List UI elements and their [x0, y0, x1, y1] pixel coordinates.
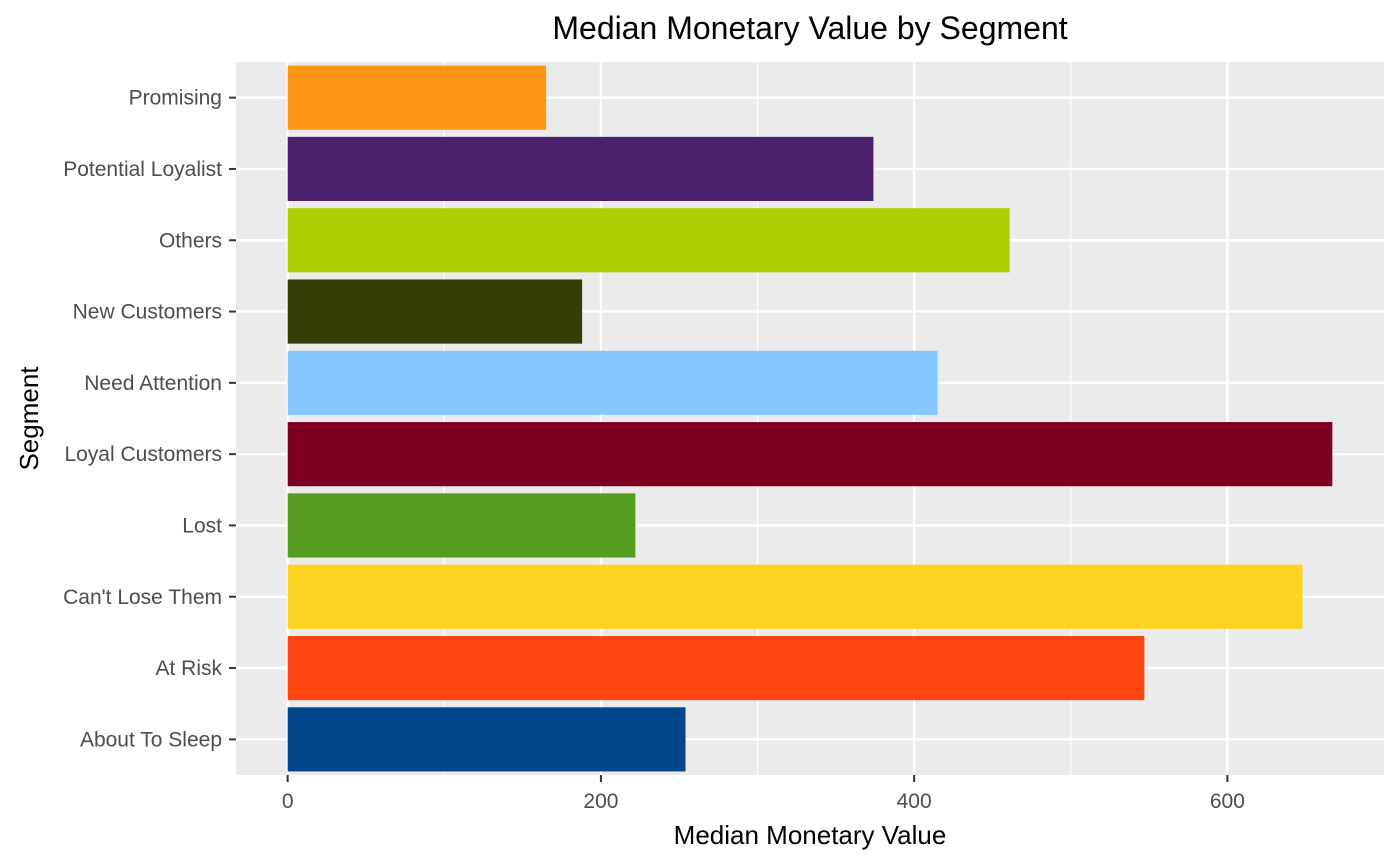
y-tick-label: Lost — [182, 514, 222, 537]
y-tick-label: Others — [159, 229, 222, 252]
y-axis: About To Sleep At Risk Can't Lose Them Lost… — [63, 87, 236, 751]
bar-others — [287, 208, 1010, 273]
bar-about-to-sleep — [287, 707, 686, 772]
bar-can-t-lose-them — [287, 564, 1303, 629]
bar-lost — [287, 493, 636, 558]
chart-title: Median Monetary Value by Segment — [552, 10, 1068, 46]
bars — [287, 65, 1333, 772]
x-tick-label: 600 — [1210, 790, 1245, 813]
y-tick-label: Loyal Customers — [64, 443, 222, 466]
bar-new-customers — [287, 279, 583, 344]
y-tick-label: Need Attention — [84, 372, 222, 395]
y-tick-label: Promising — [129, 87, 222, 110]
x-tick-label: 0 — [282, 790, 294, 813]
y-tick-label: At Risk — [155, 657, 222, 680]
y-tick-label: Can't Lose Them — [63, 586, 222, 609]
bar-promising — [287, 65, 547, 130]
y-tick-label: New Customers — [73, 301, 222, 324]
y-axis-title: Segment — [14, 366, 44, 471]
bar-potential-loyalist — [287, 136, 874, 202]
bar-loyal-customers — [287, 422, 1333, 487]
x-axis-title: Median Monetary Value — [674, 820, 947, 850]
bar-need-attention — [287, 350, 938, 415]
bar-at-risk — [287, 635, 1145, 701]
x-axis: 0 200 400 600 — [282, 775, 1245, 813]
x-tick-label: 200 — [583, 790, 618, 813]
y-tick-label: About To Sleep — [80, 728, 222, 751]
x-tick-label: 400 — [897, 790, 932, 813]
y-tick-label: Potential Loyalist — [63, 158, 222, 181]
